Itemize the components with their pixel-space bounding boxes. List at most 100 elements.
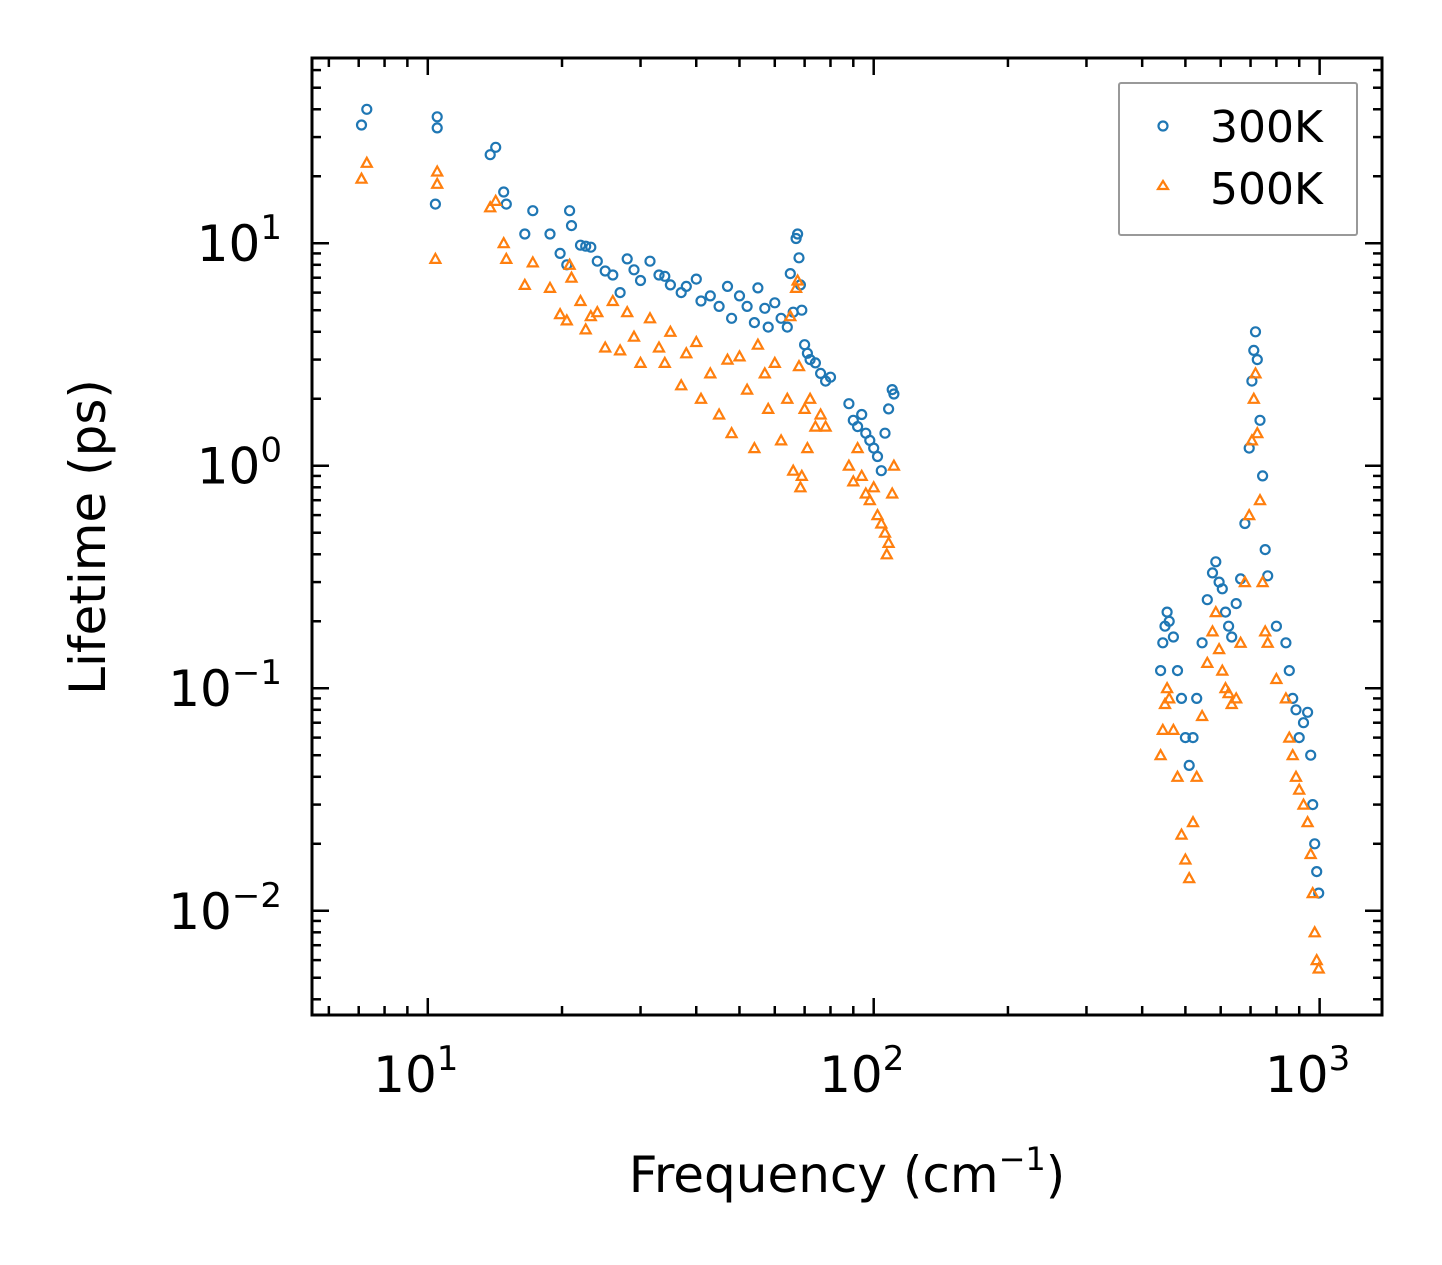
plot-frame — [310, 56, 1384, 1017]
point-300k — [1222, 620, 1235, 632]
y-tick-label: 100 — [197, 431, 282, 496]
point-500k — [747, 440, 762, 454]
point-500k — [1208, 604, 1223, 618]
point-300k — [585, 241, 597, 253]
point-300k — [796, 304, 808, 316]
point-500k — [499, 251, 514, 264]
point-500k — [1296, 797, 1311, 810]
point-300k — [769, 297, 781, 309]
point-500k — [862, 492, 877, 506]
point-300k — [527, 205, 539, 217]
point-300k — [851, 421, 864, 433]
point-300k — [664, 279, 677, 291]
point-500k — [885, 486, 900, 499]
point-300k — [824, 371, 837, 383]
point-500k — [598, 340, 613, 353]
point-500k — [590, 304, 605, 318]
point-500k — [1311, 961, 1326, 974]
point-300k — [544, 228, 556, 240]
point-300k — [1216, 583, 1228, 595]
point-300k — [741, 300, 753, 312]
point-300k — [1256, 470, 1269, 482]
point-500k — [712, 407, 726, 420]
point-300k — [519, 228, 531, 240]
point-300k — [565, 220, 578, 232]
point-300k — [752, 282, 764, 294]
point-300k — [1270, 620, 1283, 632]
point-500k — [1182, 870, 1197, 884]
legend-box — [1118, 82, 1358, 236]
point-500k — [757, 366, 772, 379]
point-300k — [634, 274, 647, 287]
point-500k — [430, 176, 445, 189]
point-500k — [1292, 782, 1307, 795]
point-300k — [1309, 838, 1321, 850]
point-500k — [1189, 769, 1204, 782]
point-500k — [1186, 814, 1200, 828]
point-300k — [1262, 570, 1274, 582]
point-300k — [680, 280, 692, 292]
point-500k — [858, 486, 873, 499]
point-300k — [801, 347, 814, 359]
data-points — [354, 103, 1326, 974]
point-300k — [809, 357, 822, 369]
point-300k — [1230, 597, 1242, 610]
point-300k — [1175, 692, 1188, 705]
point-300k — [1280, 637, 1292, 649]
point-500k — [620, 304, 635, 318]
point-500k — [663, 324, 678, 337]
point-500k — [794, 468, 809, 481]
point-500k — [1309, 952, 1324, 966]
point-300k — [733, 290, 746, 302]
x-tick-label: 101 — [373, 1039, 458, 1104]
point-300k — [361, 103, 373, 115]
point-500k — [1282, 730, 1297, 743]
point-500k — [751, 337, 765, 350]
point-300k — [882, 403, 895, 415]
point-500k — [1248, 366, 1263, 379]
point-500k — [854, 468, 869, 481]
point-300k — [498, 186, 510, 198]
point-500k — [517, 277, 532, 290]
point-500k — [790, 273, 805, 286]
point-500k — [881, 535, 896, 548]
point-300k — [879, 427, 891, 439]
point-300k — [1167, 631, 1180, 643]
point-500k — [1242, 507, 1257, 521]
point-300k — [1259, 543, 1271, 556]
point-500k — [850, 440, 865, 454]
point-500k — [674, 378, 689, 391]
point-300k — [713, 300, 725, 312]
point-300k — [1297, 717, 1310, 729]
point-500k — [732, 349, 747, 362]
point-500k — [679, 346, 694, 359]
point-500k — [1253, 492, 1267, 506]
point-300k — [695, 295, 707, 307]
point-300k — [1154, 664, 1167, 677]
point-300k — [614, 287, 626, 299]
point-500k — [1153, 747, 1168, 761]
point-500k — [1174, 827, 1189, 840]
point-500k — [720, 352, 735, 365]
x-tick-label: 102 — [819, 1039, 904, 1104]
point-300k — [1219, 606, 1232, 618]
point-500k — [767, 355, 782, 368]
point-500k — [1246, 391, 1261, 404]
point-500k — [613, 343, 627, 356]
point-500k — [793, 480, 808, 493]
point-300k — [490, 141, 502, 153]
point-500k — [354, 171, 369, 184]
point-500k — [818, 419, 833, 432]
point-300k — [1307, 798, 1319, 811]
point-300k — [704, 290, 716, 302]
point-300k — [1301, 706, 1314, 718]
legend-marker-300k — [1157, 120, 1169, 132]
point-300k — [1201, 594, 1213, 606]
point-300k — [1248, 344, 1260, 356]
point-300k — [500, 198, 512, 210]
y-tick-label: 10−1 — [168, 653, 282, 718]
point-300k — [1283, 664, 1295, 677]
point-500k — [800, 440, 815, 454]
point-500k — [483, 200, 498, 213]
y-axis-label: Lifetime (ps) — [59, 379, 117, 695]
